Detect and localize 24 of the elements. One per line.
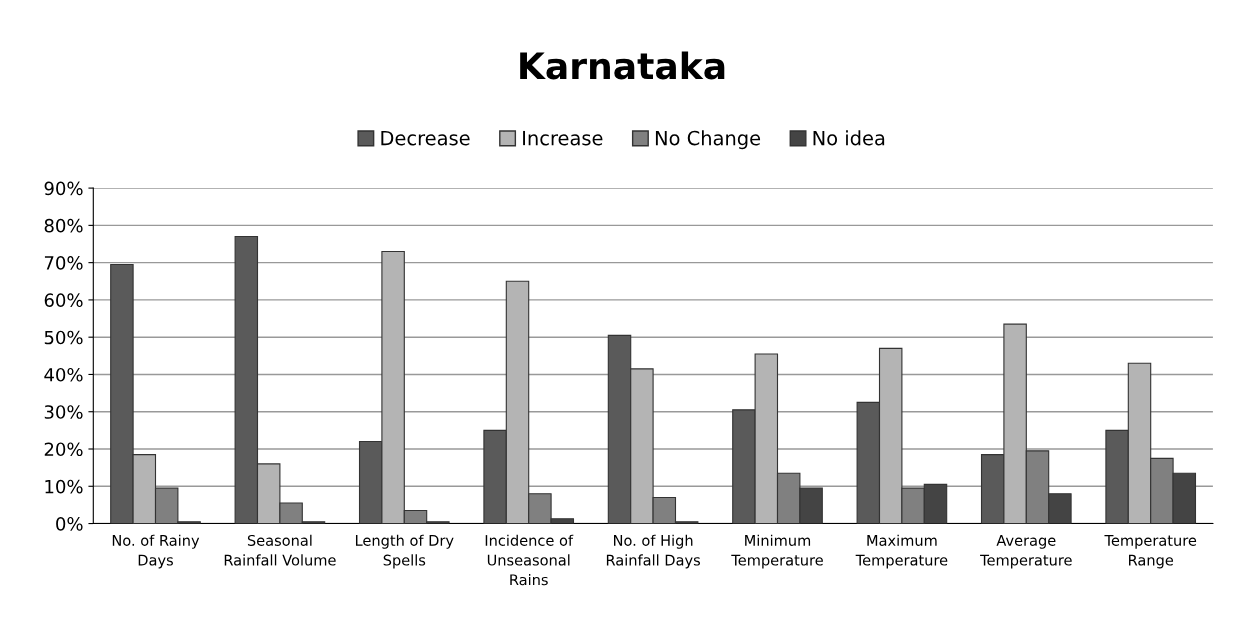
- chart-title: Karnataka: [520, 51, 725, 80]
- y-tick-label: 40%: [44, 367, 83, 382]
- y-tick-label: 50%: [44, 330, 83, 345]
- x-tick-label: Temperature Range: [1104, 535, 1197, 569]
- x-tick-label: Seasonal Rainfall Volume: [224, 534, 336, 566]
- x-tick-label: Incidence of Unseasonal Rains: [485, 534, 574, 586]
- x-tick-label: Maximum Temperature: [855, 534, 948, 569]
- legend-label: No idea: [813, 130, 885, 146]
- legend-label: No Change: [655, 130, 761, 150]
- y-tick-label: 60%: [44, 293, 83, 308]
- y-tick-label: 0%: [56, 517, 83, 531]
- x-tick-label: Minimum Temperature: [731, 534, 823, 569]
- y-tick-label: 20%: [44, 442, 83, 457]
- y-tick-label: 90%: [44, 181, 83, 196]
- x-tick-label: Average Temperature: [980, 535, 1072, 569]
- y-tick-label: 70%: [44, 256, 83, 270]
- x-tick-label: No. of High Rainfall Days: [606, 534, 701, 569]
- y-tick-label: 80%: [44, 218, 83, 233]
- x-tick-label: Length of Dry Spells: [355, 534, 454, 569]
- y-tick-label: 30%: [44, 405, 83, 419]
- legend-label: Increase: [523, 130, 603, 146]
- y-tick-label: 10%: [45, 479, 83, 494]
- x-tick-label: No. of Rainy Days: [112, 534, 200, 569]
- legend-label: Decrease: [381, 130, 470, 146]
